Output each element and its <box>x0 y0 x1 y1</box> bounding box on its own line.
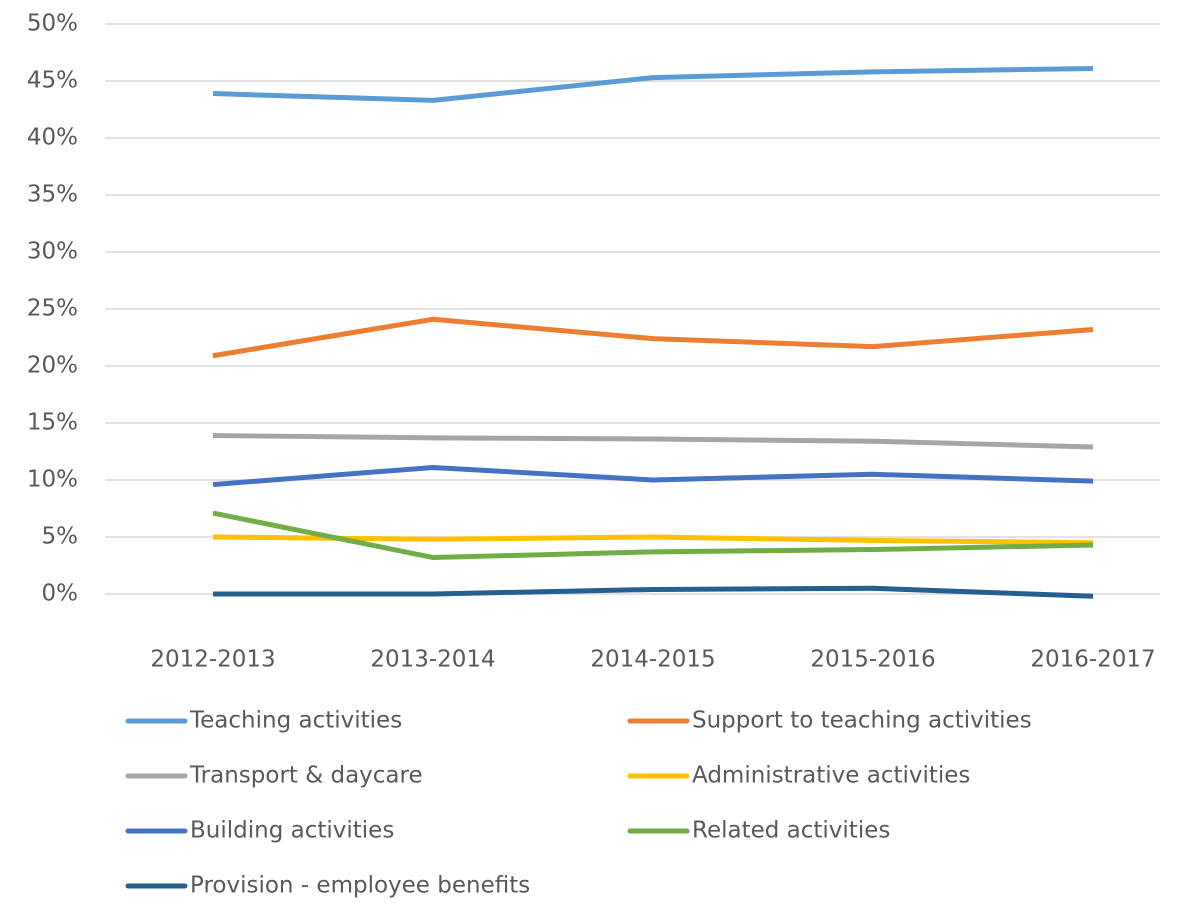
y-tick-label: 45% <box>27 68 78 94</box>
y-tick-label: 30% <box>27 239 78 265</box>
series-line <box>212 65 1094 103</box>
y-tick-label: 5% <box>42 524 79 550</box>
legend-label: Building activities <box>190 818 394 844</box>
legend-label: Teaching activities <box>189 708 402 734</box>
series-line <box>213 585 1094 599</box>
legend-label: Transport & daycare <box>189 763 423 789</box>
legend-label: Support to teaching activities <box>692 708 1032 734</box>
series-line <box>212 534 1094 546</box>
legend-label: Provision - employee benefits <box>190 873 530 899</box>
y-tick-label: 25% <box>27 296 78 322</box>
x-tick-label: 2012-2013 <box>150 647 275 673</box>
x-tick-label: 2016-2017 <box>1030 647 1155 673</box>
y-tick-label: 35% <box>27 182 78 208</box>
x-tick-label: 2015-2016 <box>810 647 935 673</box>
series-line <box>212 464 1094 488</box>
y-tick-label: 40% <box>27 125 78 151</box>
y-tick-label: 10% <box>27 467 78 493</box>
x-tick-label: 2013-2014 <box>370 647 495 673</box>
y-tick-label: 0% <box>42 581 79 607</box>
series-line <box>212 510 1094 561</box>
legend-label: Administrative activities <box>692 763 970 789</box>
y-tick-label: 20% <box>27 353 78 379</box>
x-tick-label: 2014-2015 <box>590 647 715 673</box>
legend-label: Related activities <box>692 818 890 844</box>
y-tick-label: 50% <box>27 11 78 37</box>
series-line <box>212 433 1094 450</box>
y-tick-label: 15% <box>27 410 78 436</box>
series-line <box>212 316 1094 359</box>
